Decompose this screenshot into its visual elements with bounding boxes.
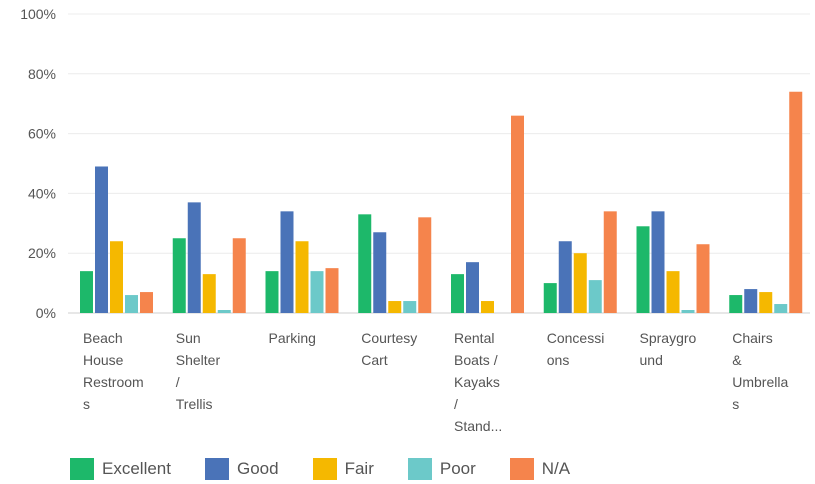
- y-tick-label: 20%: [28, 245, 56, 261]
- legend-item: Excellent: [70, 458, 171, 480]
- legend: Excellent Good Fair Poor N/A: [70, 458, 604, 480]
- bar-na: [511, 115, 524, 313]
- bar-poor: [681, 310, 695, 313]
- y-tick-label: 40%: [28, 185, 56, 201]
- bar-poor: [588, 280, 602, 313]
- legend-label: Poor: [439, 459, 476, 478]
- bar-na: [232, 238, 246, 313]
- bar-na: [418, 217, 432, 313]
- x-category-label: Rental Boats / Kayaks / Stand...: [454, 330, 502, 434]
- y-tick-label: 100%: [20, 6, 56, 22]
- bar-fair: [573, 253, 587, 313]
- bar-na: [789, 91, 803, 314]
- bar-poor: [310, 271, 324, 313]
- bar-good: [373, 232, 387, 313]
- x-category-label: Concessi ons: [547, 330, 605, 368]
- bar-excellent: [543, 283, 557, 313]
- bar-fair: [295, 241, 309, 313]
- bar-good: [466, 262, 479, 313]
- bar-fair: [388, 301, 402, 313]
- legend-item: Poor: [407, 458, 476, 480]
- y-tick-label: 0%: [36, 305, 56, 321]
- bar-fair: [666, 271, 680, 313]
- bar-good: [187, 202, 201, 313]
- bar-na: [603, 211, 617, 313]
- bar-good: [558, 241, 572, 313]
- legend-swatch: [204, 458, 229, 480]
- bar-good: [744, 289, 758, 313]
- bar-poor: [774, 304, 788, 313]
- x-category-label: Chairs & Umbrella s: [732, 330, 788, 412]
- legend-item: Fair: [312, 458, 374, 480]
- bar-na: [696, 244, 710, 313]
- legend-label: N/A: [541, 459, 571, 478]
- legend-swatch: [70, 458, 94, 480]
- bar-excellent: [358, 214, 372, 313]
- bar-fair: [110, 241, 123, 313]
- bar-excellent: [265, 271, 279, 313]
- bar-fair: [202, 274, 216, 313]
- bar-poor: [125, 295, 138, 313]
- x-category-label: Beach House Restroom s: [83, 330, 144, 412]
- bar-na: [325, 268, 339, 313]
- bar-excellent: [172, 238, 186, 313]
- legend-swatch: [407, 458, 432, 480]
- x-category-label: Courtesy Cart: [361, 330, 417, 368]
- legend-swatch: [509, 458, 534, 480]
- bar-good: [95, 166, 108, 313]
- x-category-label: Sun Shelter / Trellis: [176, 330, 221, 412]
- x-category-label: Parking: [269, 330, 316, 346]
- legend-item: Good: [204, 458, 279, 480]
- bar-good: [651, 211, 665, 313]
- legend-swatch: [312, 458, 337, 480]
- bar-na: [140, 292, 153, 313]
- legend-item: N/A: [509, 458, 571, 480]
- bar-poor: [217, 310, 231, 313]
- bar-fair: [759, 292, 773, 313]
- bar-excellent: [451, 274, 464, 313]
- legend-label: Fair: [344, 459, 374, 478]
- bar-chart: 0% 20% 40% 60% 80% 100% Beach House Restroom s Sun…: [20, 6, 810, 434]
- bar-good: [280, 211, 294, 313]
- legend-label: Good: [236, 459, 279, 478]
- bar-poor: [403, 301, 417, 313]
- bar-excellent: [80, 271, 93, 313]
- x-category-label: Spraygro und: [640, 330, 697, 368]
- bar-fair: [481, 301, 494, 313]
- y-tick-label: 80%: [28, 66, 56, 82]
- y-tick-label: 60%: [28, 126, 56, 142]
- legend-label: Excellent: [102, 459, 171, 478]
- bar-excellent: [636, 226, 650, 313]
- bar-excellent: [729, 295, 743, 313]
